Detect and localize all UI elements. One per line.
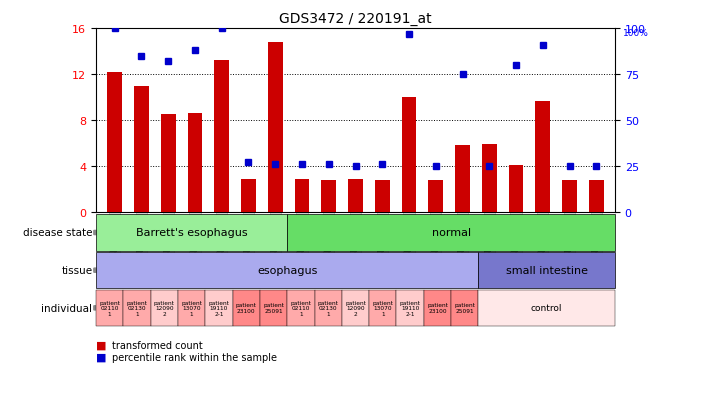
Text: patient
23100: patient 23100	[427, 303, 448, 313]
Text: Barrett's esophagus: Barrett's esophagus	[136, 228, 247, 238]
Text: patient
02110
1: patient 02110 1	[100, 300, 120, 316]
Text: normal: normal	[432, 228, 471, 238]
Text: ■: ■	[96, 352, 107, 362]
Text: patient
02130
1: patient 02130 1	[318, 300, 338, 316]
Text: patient
13070
1: patient 13070 1	[373, 300, 393, 316]
Bar	[455, 146, 470, 213]
Text: patient
02130
1: patient 02130 1	[127, 300, 147, 316]
Bar	[134, 86, 149, 213]
Text: individual: individual	[41, 303, 92, 313]
Text: GDS3472 / 220191_at: GDS3472 / 220191_at	[279, 12, 432, 26]
Text: patient
19110
2-1: patient 19110 2-1	[400, 300, 421, 316]
Bar	[241, 179, 256, 213]
Text: esophagus: esophagus	[257, 266, 317, 275]
Text: patient
13070
1: patient 13070 1	[181, 300, 202, 316]
Bar	[429, 180, 443, 213]
Text: tissue: tissue	[61, 266, 92, 275]
Text: patient
19110
2-1: patient 19110 2-1	[208, 300, 230, 316]
Bar	[589, 180, 604, 213]
Text: transformed count: transformed count	[112, 340, 203, 350]
Text: disease state: disease state	[23, 228, 92, 238]
Text: patient
12090
2: patient 12090 2	[345, 300, 366, 316]
Text: patient
02110
1: patient 02110 1	[290, 300, 311, 316]
Text: 100%: 100%	[623, 29, 648, 38]
Bar	[294, 179, 309, 213]
Bar	[107, 73, 122, 213]
Bar	[535, 101, 550, 213]
Text: ■: ■	[96, 340, 107, 350]
Bar	[188, 114, 203, 213]
Text: patient
25091: patient 25091	[454, 303, 475, 313]
Text: patient
12090
2: patient 12090 2	[154, 300, 175, 316]
Text: patient
23100: patient 23100	[236, 303, 257, 313]
Bar	[508, 166, 523, 213]
Text: control: control	[531, 304, 562, 313]
Text: percentile rank within the sample: percentile rank within the sample	[112, 352, 277, 362]
Bar	[161, 115, 176, 213]
Bar	[562, 180, 577, 213]
Bar	[402, 98, 417, 213]
Bar	[321, 180, 336, 213]
Bar	[375, 180, 390, 213]
Bar	[348, 179, 363, 213]
Bar	[215, 61, 229, 213]
Text: patient
25091: patient 25091	[263, 303, 284, 313]
Text: small intestine: small intestine	[506, 266, 588, 275]
Bar	[268, 43, 282, 213]
Bar	[482, 145, 496, 213]
